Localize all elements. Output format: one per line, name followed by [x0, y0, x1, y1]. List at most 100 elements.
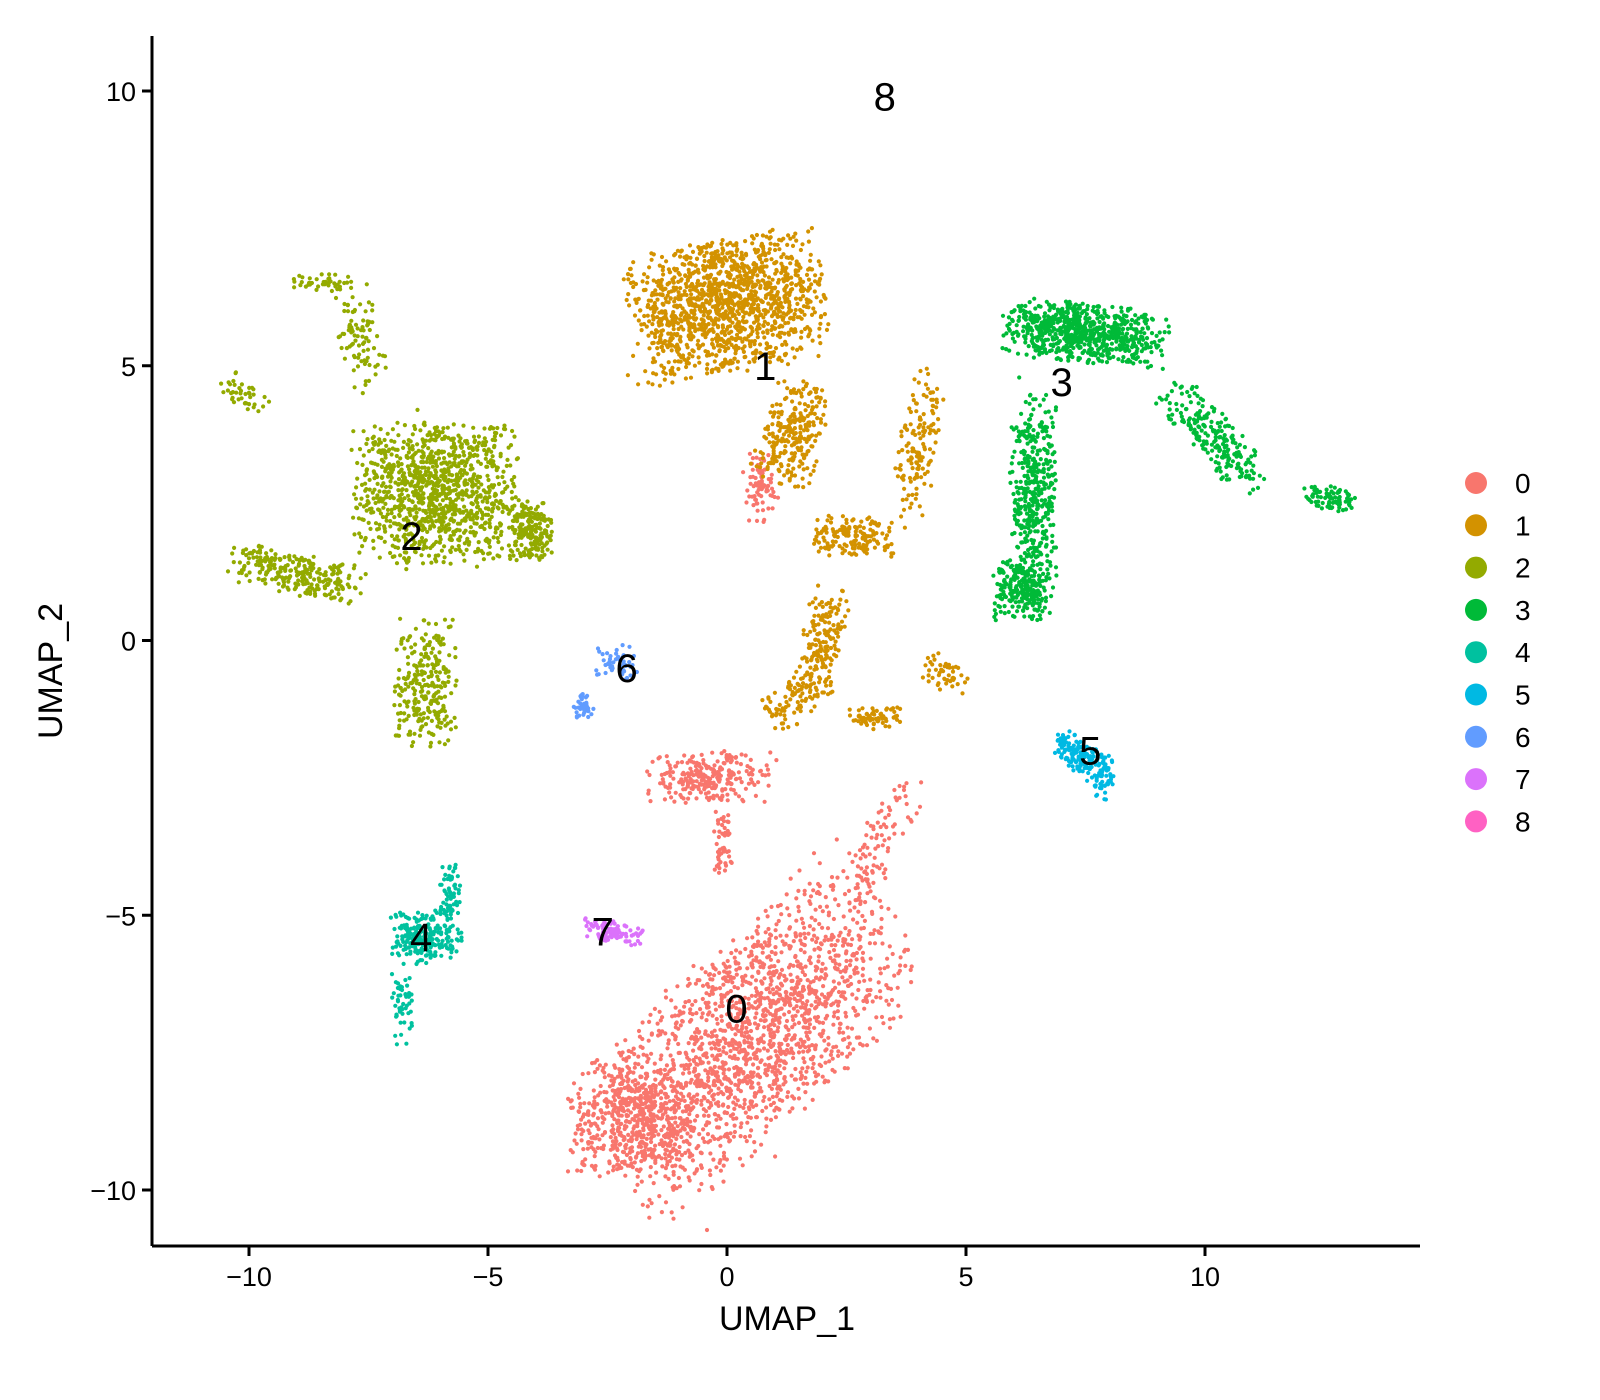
data-point [751, 320, 757, 325]
data-point [759, 1058, 764, 1063]
data-point [749, 1154, 754, 1159]
data-point [728, 291, 733, 296]
data-point [765, 328, 770, 333]
data-point [779, 261, 784, 266]
data-point [709, 781, 714, 786]
data-point [739, 1121, 744, 1126]
data-point [783, 694, 788, 699]
data-point [772, 297, 777, 302]
data-point [785, 362, 791, 367]
data-point [673, 304, 678, 309]
data-point [698, 1150, 703, 1155]
data-point [814, 939, 819, 945]
data-point [819, 272, 824, 277]
data-point [700, 332, 705, 337]
data-point [788, 261, 793, 266]
data-point [809, 226, 815, 231]
data-point [799, 329, 804, 334]
data-point [699, 752, 704, 758]
data-point [711, 796, 716, 801]
data-point [711, 768, 717, 773]
data-point [648, 1131, 654, 1136]
data-point [687, 1142, 692, 1147]
data-point [800, 1066, 805, 1071]
data-point [884, 998, 889, 1003]
data-point [649, 1139, 654, 1145]
data-point [721, 1045, 726, 1050]
data-point [868, 931, 873, 937]
data-point [732, 1106, 737, 1111]
data-point [801, 1056, 806, 1061]
data-point [792, 989, 798, 995]
data-point [732, 955, 737, 960]
data-point [733, 1015, 738, 1021]
data-point [799, 1073, 805, 1078]
data-point [729, 998, 735, 1004]
data-point [654, 1170, 659, 1175]
data-point [725, 798, 730, 803]
data-point [687, 261, 692, 266]
data-point [796, 262, 801, 267]
data-point [691, 287, 696, 292]
data-point [811, 888, 816, 893]
data-point [815, 652, 821, 657]
data-point [813, 964, 818, 969]
data-point [768, 235, 773, 240]
data-point [699, 778, 704, 783]
data-point [793, 407, 798, 412]
data-point [847, 900, 852, 905]
data-point [885, 849, 890, 854]
data-point [580, 1071, 585, 1077]
data-point [651, 1094, 656, 1099]
data-point [836, 1053, 841, 1058]
data-point [786, 291, 791, 296]
data-point [679, 319, 684, 324]
data-point [748, 332, 754, 337]
data-point [777, 992, 782, 997]
data-point [683, 376, 689, 381]
data-point [665, 1072, 670, 1077]
data-point [669, 998, 674, 1003]
data-point [640, 1085, 645, 1090]
data-point [757, 465, 763, 470]
data-point [579, 1168, 584, 1174]
data-point [656, 1153, 662, 1159]
data-point [835, 1009, 841, 1014]
data-point [786, 1027, 791, 1032]
data-point [760, 950, 765, 955]
data-point [801, 1025, 806, 1030]
data-point [617, 1091, 622, 1096]
data-point [756, 1023, 761, 1028]
data-point [653, 1089, 658, 1094]
data-point [825, 926, 831, 931]
data-point [844, 529, 849, 534]
data-point [828, 601, 833, 606]
data-point [638, 308, 643, 313]
data-point [797, 401, 802, 406]
data-point [639, 328, 644, 333]
data-point [637, 1132, 643, 1138]
data-point [668, 785, 673, 790]
data-point [693, 1034, 699, 1039]
data-point [597, 1063, 603, 1068]
data-point [762, 1046, 767, 1051]
data-point [801, 628, 806, 633]
data-point [636, 318, 641, 323]
data-point [655, 346, 660, 351]
data-point [703, 791, 709, 796]
data-point [615, 1074, 620, 1079]
data-point [670, 770, 676, 775]
data-point [647, 1197, 652, 1202]
data-point [757, 1074, 763, 1080]
data-point [773, 935, 779, 940]
data-point [689, 292, 694, 297]
data-point [777, 454, 782, 459]
data-point [837, 933, 842, 938]
data-point [822, 994, 827, 1000]
data-point [740, 261, 745, 266]
data-point [582, 1101, 587, 1106]
data-point [798, 296, 803, 301]
data-point [887, 1025, 893, 1030]
data-point [684, 1109, 689, 1114]
data-point [750, 974, 755, 979]
